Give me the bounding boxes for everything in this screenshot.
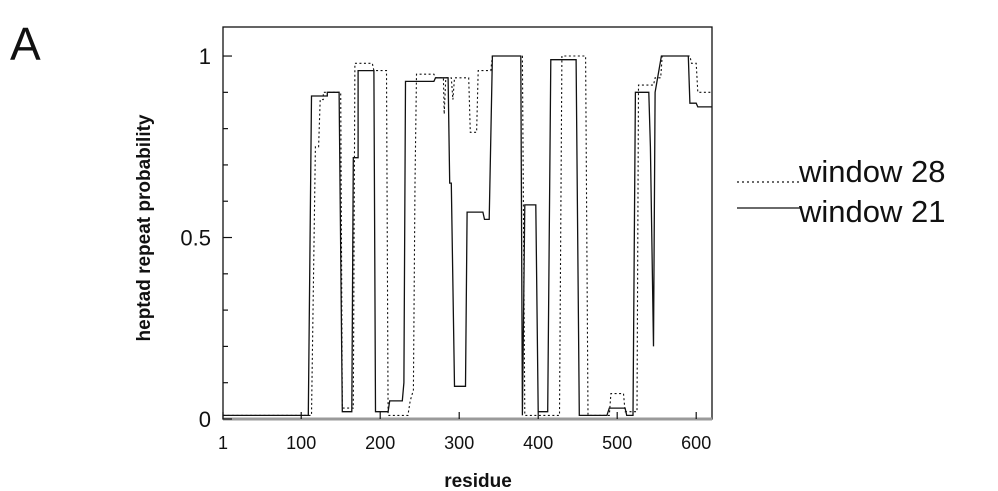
panel-label: A xyxy=(10,18,41,70)
x-tick-label: 200 xyxy=(365,433,395,453)
legend: window 28 window 21 xyxy=(737,154,945,229)
series-lines xyxy=(223,55,712,417)
x-tick-label: 400 xyxy=(523,433,553,453)
x-axis-title: residue xyxy=(444,471,512,491)
x-tick-label: 500 xyxy=(602,433,632,453)
x-tick-label: 100 xyxy=(286,433,316,453)
y-tick-label: 0.5 xyxy=(180,226,211,251)
y-tick-label: 1 xyxy=(199,44,211,69)
y-axis-title: heptad repeat probability xyxy=(134,114,155,341)
y-axis-tick-labels: 00.51 xyxy=(180,44,211,432)
x-axis-ticks xyxy=(222,412,697,419)
series-line-window-21 xyxy=(223,55,712,417)
x-tick-label: 1 xyxy=(218,433,228,453)
y-axis-ticks xyxy=(223,55,232,420)
series-line-window-28 xyxy=(223,55,712,416)
x-tick-label: 600 xyxy=(681,433,711,453)
legend-label-window-21: window 21 xyxy=(798,194,945,229)
y-tick-label: 0 xyxy=(199,407,211,432)
legend-label-window-28: window 28 xyxy=(798,154,945,189)
x-tick-label: 300 xyxy=(444,433,474,453)
x-axis-tick-labels: 1 100 200 300 400 500 600 xyxy=(218,433,711,453)
